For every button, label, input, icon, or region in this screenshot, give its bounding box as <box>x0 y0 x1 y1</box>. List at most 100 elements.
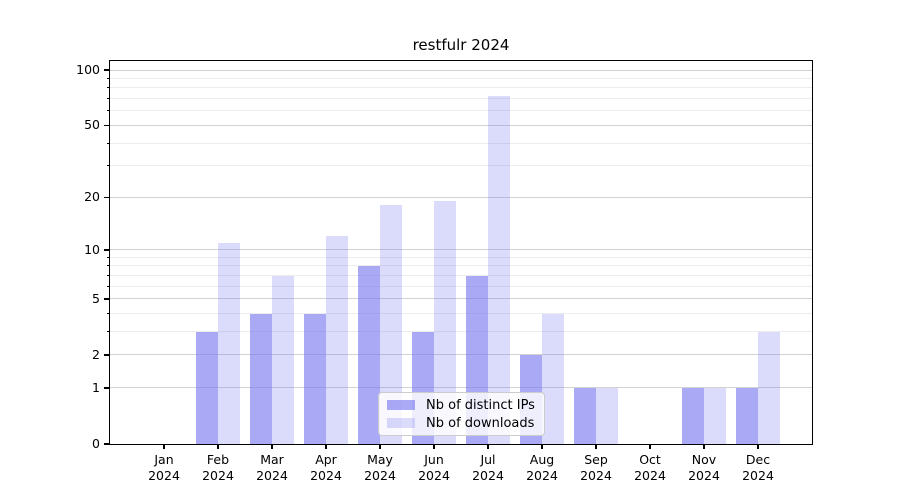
x-tick <box>433 444 435 449</box>
x-tick-year: 2024 <box>526 467 558 483</box>
y-gridline-minor <box>110 331 812 333</box>
y-minor-tick <box>106 256 110 258</box>
x-tick-month: Jan <box>154 452 174 467</box>
x-tick-label: Oct 2024 <box>620 452 680 483</box>
bar-distinct-ips-dec <box>736 387 758 444</box>
x-tick-label: Jul 2024 <box>458 452 518 483</box>
x-tick <box>217 444 219 449</box>
bar-downloads-apr <box>326 236 348 444</box>
y-gridline-minor <box>110 142 812 144</box>
bar-distinct-ips-may <box>358 265 380 444</box>
x-tick <box>271 444 273 449</box>
bar-downloads-aug <box>542 313 564 444</box>
y-tick-label: 2 <box>92 346 100 362</box>
bar-distinct-ips-nov <box>682 387 704 444</box>
x-tick-month: Aug <box>529 452 555 467</box>
x-tick-label: Aug 2024 <box>512 452 572 483</box>
y-gridline-major <box>110 69 812 71</box>
x-tick-year: 2024 <box>418 467 450 483</box>
y-gridline-major <box>110 249 812 251</box>
x-tick-month: Oct <box>639 452 661 467</box>
x-tick-year: 2024 <box>472 467 504 483</box>
x-tick-month: Sep <box>584 452 608 467</box>
y-minor-tick <box>106 142 110 144</box>
x-tick-month: May <box>367 452 393 467</box>
y-minor-tick <box>106 98 110 100</box>
y-gridline-minor <box>110 78 812 80</box>
x-tick-year: 2024 <box>148 467 180 483</box>
y-gridline-major <box>110 354 812 356</box>
legend-item-downloads: Nb of downloads <box>387 416 536 431</box>
y-tick-label: 100 <box>76 62 100 78</box>
y-gridline-minor <box>110 110 812 112</box>
y-tick <box>104 196 110 199</box>
y-minor-tick <box>106 87 110 89</box>
y-gridline-major <box>110 298 812 300</box>
y-minor-tick <box>106 165 110 167</box>
y-tick-label: 1 <box>92 379 100 395</box>
legend-label-distinct-ips: Nb of distinct IPs <box>426 397 535 413</box>
x-tick <box>163 444 165 449</box>
x-tick-year: 2024 <box>580 467 612 483</box>
bar-distinct-ips-apr <box>304 313 326 444</box>
bar-downloads-dec <box>758 331 780 444</box>
y-tick-label: 0 <box>92 436 100 451</box>
y-tick <box>104 298 110 300</box>
y-minor-tick <box>106 110 110 112</box>
bar-distinct-ips-feb <box>196 331 218 444</box>
legend-item-distinct-ips: Nb of distinct IPs <box>387 398 536 413</box>
y-gridline-major <box>110 124 812 126</box>
x-tick-label: May 2024 <box>350 452 410 483</box>
y-tick <box>104 69 110 71</box>
y-gridline-minor <box>110 87 812 89</box>
x-tick-month: Mar <box>260 452 284 467</box>
y-gridline-major <box>110 196 812 198</box>
x-tick <box>379 444 381 449</box>
y-tick-label: 10 <box>84 241 100 257</box>
y-gridline-minor <box>110 275 812 277</box>
x-tick-label: Nov 2024 <box>674 452 734 483</box>
legend-swatch-distinct-ips <box>387 400 415 410</box>
x-tick <box>757 444 759 449</box>
y-gridline-minor <box>110 313 812 315</box>
y-tick <box>104 443 110 445</box>
y-gridline-minor <box>110 98 812 100</box>
y-tick <box>104 124 110 127</box>
x-tick-month: Apr <box>315 452 337 467</box>
y-gridline-minor <box>110 165 812 167</box>
bar-downloads-nov <box>704 387 726 444</box>
y-minor-tick <box>106 78 110 80</box>
x-tick-year: 2024 <box>310 467 342 483</box>
x-tick-label: Feb 2024 <box>188 452 248 483</box>
y-tick-label: 5 <box>92 290 100 306</box>
y-minor-tick <box>106 275 110 277</box>
x-tick-month: Feb <box>206 452 230 467</box>
x-tick-year: 2024 <box>634 467 666 483</box>
y-minor-tick <box>106 331 110 333</box>
x-tick <box>325 444 327 449</box>
x-tick-year: 2024 <box>256 467 288 483</box>
x-tick <box>487 444 489 449</box>
x-tick <box>595 444 597 449</box>
y-gridline-major <box>110 387 812 389</box>
x-tick-label: Sep 2024 <box>566 452 626 483</box>
y-tick-label: 50 <box>84 117 100 133</box>
bar-distinct-ips-sep <box>574 387 596 444</box>
bar-downloads-mar <box>272 275 294 444</box>
y-gridline-minor <box>110 285 812 287</box>
x-tick-label: Dec 2024 <box>728 452 788 483</box>
bar-downloads-sep <box>596 387 618 444</box>
y-gridline-minor <box>110 265 812 267</box>
bar-distinct-ips-mar <box>250 313 272 444</box>
chart-title: restfulr 2024 <box>412 36 510 54</box>
x-tick <box>541 444 543 449</box>
y-tick <box>104 387 110 389</box>
y-tick <box>104 354 110 356</box>
y-gridline-minor <box>110 256 812 258</box>
x-tick <box>649 444 651 449</box>
bar-downloads-may <box>380 205 402 444</box>
x-tick-year: 2024 <box>688 467 720 483</box>
x-tick-label: Jun 2024 <box>404 452 464 483</box>
bar-downloads-feb <box>218 242 240 444</box>
